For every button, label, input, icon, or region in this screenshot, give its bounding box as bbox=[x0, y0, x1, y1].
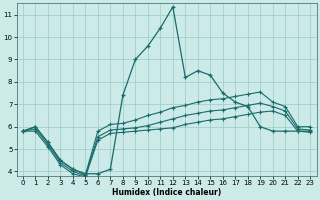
X-axis label: Humidex (Indice chaleur): Humidex (Indice chaleur) bbox=[112, 188, 221, 197]
